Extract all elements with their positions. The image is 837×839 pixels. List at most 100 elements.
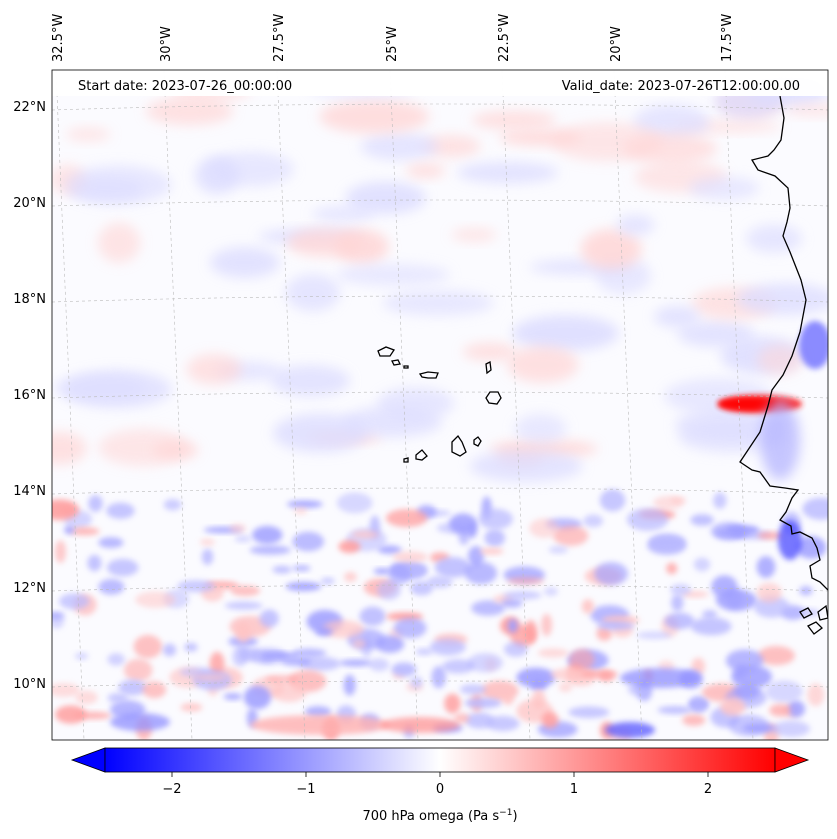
- omega-contour: [259, 609, 279, 628]
- omega-contour: [338, 540, 361, 554]
- omega-contour: [415, 648, 433, 655]
- omega-contour: [799, 585, 813, 596]
- omega-contour: [54, 540, 66, 564]
- omega-contour: [388, 563, 411, 586]
- omega-contour: [486, 715, 520, 732]
- omega-contour: [64, 525, 75, 535]
- sao-vicente: [391, 359, 401, 366]
- omega-contour: [778, 520, 802, 560]
- omega-contour: [234, 535, 252, 543]
- omega-contour: [292, 531, 325, 552]
- omega-contour: [626, 508, 669, 531]
- omega-contour: [426, 575, 453, 589]
- omega-contour: [596, 621, 635, 631]
- omega-contour: [616, 214, 655, 236]
- colorbar-tick-label: −2: [162, 782, 181, 797]
- lat-label: 14°N: [13, 484, 46, 499]
- start-date-label: Start date: 2023-07-26_00:00:00: [78, 79, 292, 94]
- omega-contour: [503, 691, 514, 706]
- omega-contour: [52, 432, 87, 465]
- omega-contour: [162, 643, 177, 657]
- omega-contour: [479, 548, 504, 555]
- parallel-line: [52, 487, 828, 495]
- omega-contour: [434, 556, 472, 578]
- sao-nicolau: [418, 371, 439, 379]
- omega-contour: [352, 639, 366, 649]
- omega-contour: [636, 631, 673, 640]
- omega-contour: [622, 133, 718, 164]
- omega-contour: [713, 492, 727, 509]
- omega-contour: [285, 581, 322, 592]
- omega-contour: [506, 577, 545, 585]
- omega-contour: [270, 365, 350, 397]
- parallel-line: [52, 103, 828, 111]
- omega-contour: [360, 132, 439, 161]
- parallel-line: [52, 584, 828, 592]
- meridian-line: [55, 70, 85, 740]
- omega-contour: [512, 315, 619, 351]
- omega-contour: [184, 642, 198, 652]
- meridian-line: [724, 70, 754, 740]
- omega-contour: [249, 545, 292, 555]
- omega-contour: [690, 514, 714, 526]
- omega-contour: [320, 577, 335, 585]
- lat-label: 12°N: [13, 581, 46, 596]
- meridian-line: [276, 70, 306, 740]
- map-panel: [52, 70, 828, 740]
- lon-label: 17.5°W: [720, 14, 735, 62]
- colorbar-tick-label: 1: [570, 782, 578, 797]
- omega-contour: [107, 653, 125, 666]
- colorbar-body: [104, 747, 776, 773]
- latitude-labels: 22°N 20°N 18°N 16°N 14°N 12°N 10°N: [13, 100, 46, 692]
- omega-contour: [291, 648, 327, 658]
- omega-contour: [230, 585, 261, 597]
- omega-contour: [152, 441, 199, 460]
- omega-contour: [794, 608, 820, 617]
- lat-label: 18°N: [13, 292, 46, 307]
- omega-contour: [553, 525, 589, 546]
- omega-contour: [670, 584, 692, 596]
- meridian-line: [163, 70, 193, 740]
- omega-contour: [760, 400, 800, 480]
- omega-contour: [304, 706, 332, 718]
- colorbar-tick-label: 2: [704, 782, 712, 797]
- omega-contour: [74, 652, 89, 660]
- lat-label: 22°N: [13, 100, 46, 115]
- omega-contour: [285, 273, 341, 312]
- omega-contour: [106, 558, 139, 577]
- omega-contour: [135, 591, 176, 608]
- omega-contour: [359, 606, 386, 626]
- omega-contour: [671, 594, 684, 612]
- omega-contour: [541, 711, 559, 729]
- omega-contour: [471, 110, 557, 130]
- omega-contour: [464, 697, 502, 709]
- omega-contour: [664, 612, 695, 630]
- omega-contour: [580, 670, 619, 678]
- omega-contour: [250, 715, 390, 735]
- omega-contour: [756, 582, 782, 603]
- omega-contour: [201, 548, 214, 565]
- omega-contour: [653, 305, 701, 328]
- omega-contour: [52, 683, 80, 698]
- omega-contour: [594, 562, 629, 586]
- omega-contour: [442, 659, 475, 674]
- omega-contour: [725, 649, 764, 672]
- lon-label: 32.5°W: [51, 14, 66, 62]
- omega-contour: [648, 533, 686, 551]
- omega-contour: [581, 599, 594, 614]
- colorbar-tick-label: 0: [436, 782, 444, 797]
- omega-contour: [272, 565, 292, 574]
- omega-contour: [62, 370, 172, 408]
- omega-contour: [145, 97, 234, 126]
- omega-contour: [757, 345, 803, 375]
- omega-contour: [271, 682, 307, 703]
- omega-contour: [380, 717, 460, 733]
- omega-contour: [186, 353, 242, 385]
- omega-contour: [385, 509, 428, 528]
- omega-contour: [503, 590, 542, 600]
- lon-label: 25°W: [385, 26, 400, 62]
- omega-contour: [336, 492, 373, 514]
- omega-contour: [421, 135, 481, 158]
- omega-contour: [391, 662, 417, 677]
